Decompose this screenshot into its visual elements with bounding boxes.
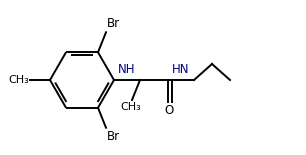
Text: HN: HN [172,63,190,76]
Text: Br: Br [107,130,120,143]
Text: CH₃: CH₃ [8,75,29,85]
Text: Br: Br [107,17,120,30]
Text: CH₃: CH₃ [121,102,141,112]
Text: NH: NH [118,63,136,76]
Text: O: O [164,104,174,117]
